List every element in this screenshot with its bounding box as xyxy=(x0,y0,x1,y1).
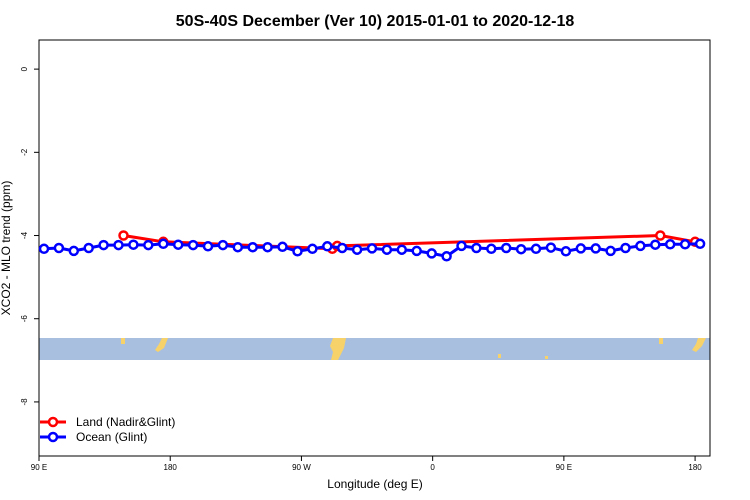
land-patch xyxy=(498,354,501,358)
data-point-ocean xyxy=(500,242,512,254)
legend-label-land: Land (Nadir&Glint) xyxy=(76,415,175,429)
chart-title: 50S-40S December (Ver 10) 2015-01-01 to … xyxy=(176,13,575,30)
data-point-ocean xyxy=(486,243,497,255)
data-point-ocean xyxy=(515,243,527,255)
data-point-ocean xyxy=(650,239,661,250)
map-strip xyxy=(39,338,710,360)
data-point-ocean xyxy=(426,248,437,259)
x-tick-label: 90 E xyxy=(556,463,572,472)
data-point-ocean xyxy=(247,241,258,253)
data-point-ocean xyxy=(143,239,154,251)
data-point-ocean xyxy=(38,243,50,255)
land-patch xyxy=(545,356,548,359)
data-point-ocean xyxy=(202,241,214,252)
y-tick-label: 0 xyxy=(20,66,29,71)
data-point-ocean xyxy=(366,243,378,254)
data-point-ocean xyxy=(53,242,65,254)
data-point-ocean xyxy=(322,241,333,252)
data-point-ocean xyxy=(187,239,199,251)
data-point-ocean xyxy=(83,242,94,254)
land-patch xyxy=(330,338,346,360)
data-point-ocean xyxy=(128,239,139,250)
legend-entry-ocean: Ocean (Glint) xyxy=(40,430,147,444)
series-layer xyxy=(38,230,706,262)
land-patch xyxy=(121,338,125,344)
y-tick-label: -4 xyxy=(20,231,29,239)
data-point-land xyxy=(655,230,666,241)
data-point-ocean xyxy=(635,240,646,252)
data-point-ocean xyxy=(679,239,691,250)
data-point-ocean xyxy=(113,239,124,251)
data-point-ocean xyxy=(441,251,452,262)
x-axis: 90 E 180 90 W 0 90 E 180 xyxy=(31,456,702,472)
x-tick-label: 0 xyxy=(430,463,435,472)
data-point-ocean xyxy=(530,243,542,255)
data-point-ocean xyxy=(307,243,318,255)
y-tick-label: -8 xyxy=(20,398,29,406)
data-point-ocean xyxy=(262,241,273,253)
data-point-ocean xyxy=(620,242,631,254)
x-tick-label: 90 W xyxy=(292,463,311,472)
legend-marker-ocean xyxy=(47,431,59,443)
legend-entry-land: Land (Nadir&Glint) xyxy=(40,415,175,429)
ocean-strip xyxy=(39,338,710,360)
data-point-ocean xyxy=(471,242,482,254)
data-point-ocean xyxy=(605,245,616,257)
legend: Land (Nadir&Glint) Ocean (Glint) xyxy=(40,415,175,444)
data-point-ocean xyxy=(232,241,244,253)
data-point-ocean xyxy=(560,246,572,257)
data-point-ocean xyxy=(411,245,422,257)
data-point-ocean xyxy=(172,239,184,250)
data-point-ocean xyxy=(590,243,601,254)
x-tick-label: 90 E xyxy=(31,463,47,472)
y-axis: 0 -2 -4 -6 -8 xyxy=(20,66,39,405)
data-point-ocean xyxy=(396,244,408,255)
data-point-land xyxy=(118,230,129,241)
x-tick-label: 180 xyxy=(164,463,178,472)
data-point-ocean xyxy=(292,246,303,257)
y-tick-label: -2 xyxy=(20,148,29,156)
x-tick-label: 180 xyxy=(688,463,702,472)
data-point-ocean xyxy=(575,243,587,254)
land-patches xyxy=(121,338,706,360)
data-point-ocean xyxy=(277,241,288,253)
data-point-ocean xyxy=(68,245,80,257)
land-patch xyxy=(155,338,168,352)
data-point-ocean xyxy=(381,244,393,255)
data-point-ocean xyxy=(351,244,363,255)
data-point-ocean xyxy=(336,242,348,254)
data-point-ocean xyxy=(456,240,467,252)
x-axis-label: Longitude (deg E) xyxy=(327,477,422,491)
data-point-ocean xyxy=(158,238,169,250)
y-tick-label: -6 xyxy=(20,315,29,323)
data-point-ocean xyxy=(98,239,109,251)
data-point-ocean xyxy=(664,239,676,250)
data-point-ocean xyxy=(694,238,706,250)
data-point-ocean xyxy=(545,242,557,253)
y-axis-label: XCO2 - MLO trend (ppm) xyxy=(0,181,13,316)
land-patch xyxy=(659,338,663,344)
legend-marker-land xyxy=(47,416,59,428)
data-point-ocean xyxy=(217,239,229,251)
land-patch xyxy=(692,338,706,352)
legend-label-ocean: Ocean (Glint) xyxy=(76,430,147,444)
